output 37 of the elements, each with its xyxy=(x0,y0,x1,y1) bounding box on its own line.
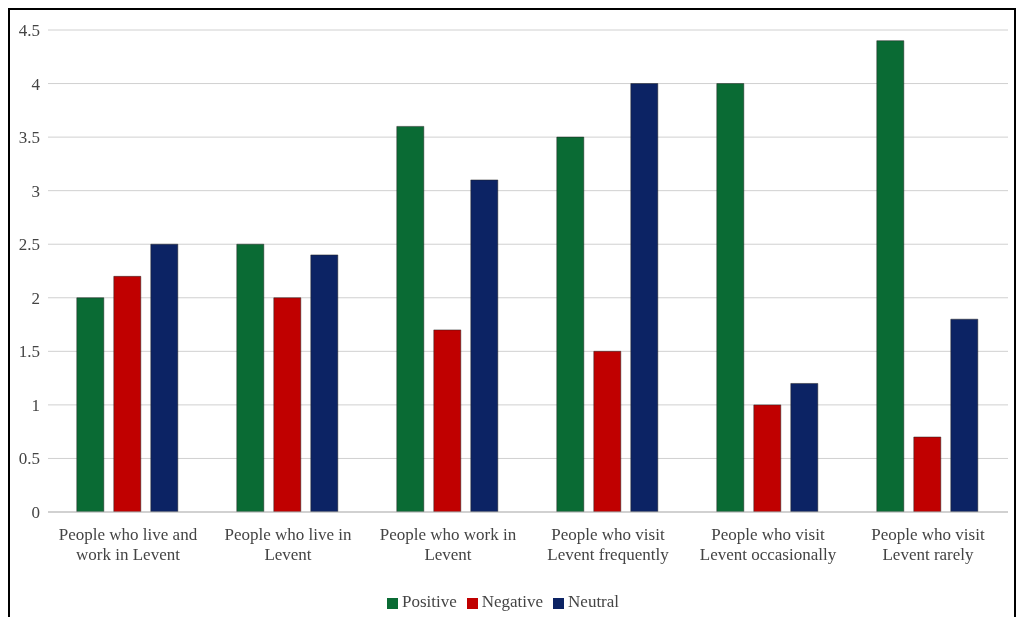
bar xyxy=(433,329,462,512)
y-tick-label: 1.5 xyxy=(18,342,40,362)
bar xyxy=(790,383,819,512)
bar xyxy=(273,297,302,512)
bar xyxy=(236,243,265,512)
y-tick-label: 0 xyxy=(31,503,40,523)
bar xyxy=(716,83,745,512)
y-tick-label: 4 xyxy=(31,74,41,94)
x-tick-label: People who visit Levent occasionally xyxy=(699,525,837,564)
y-tick-label: 3.5 xyxy=(18,128,40,148)
legend-label: Negative xyxy=(481,592,544,611)
y-tick-label: 2 xyxy=(31,288,40,308)
x-tick-label: People who work in Levent xyxy=(379,525,517,564)
y-tick-label: 1 xyxy=(31,395,40,415)
bar xyxy=(876,40,905,512)
bar xyxy=(310,254,339,512)
y-tick-label: 3 xyxy=(31,181,40,201)
bar xyxy=(630,83,659,512)
x-tick-label: People who visit Levent frequently xyxy=(547,525,670,564)
bar xyxy=(913,436,942,512)
bar xyxy=(396,126,425,512)
y-tick-label: 4.5 xyxy=(18,21,40,41)
bar xyxy=(950,318,979,512)
x-tick-label: People who visit Levent rarely xyxy=(871,525,985,564)
bar xyxy=(753,404,782,512)
bar xyxy=(76,297,105,512)
x-tick-label: People who live and work in Levent xyxy=(58,525,198,564)
bar xyxy=(150,243,179,512)
bar xyxy=(470,179,499,512)
bar xyxy=(556,136,585,512)
bar xyxy=(113,276,142,512)
legend-label: Positive xyxy=(401,592,457,611)
y-tick-label: 0.5 xyxy=(18,449,40,469)
bar xyxy=(593,351,622,512)
y-tick-label: 2.5 xyxy=(18,235,40,255)
x-tick-label: People who live in Levent xyxy=(224,525,352,564)
legend-label: Neutral xyxy=(568,592,620,611)
